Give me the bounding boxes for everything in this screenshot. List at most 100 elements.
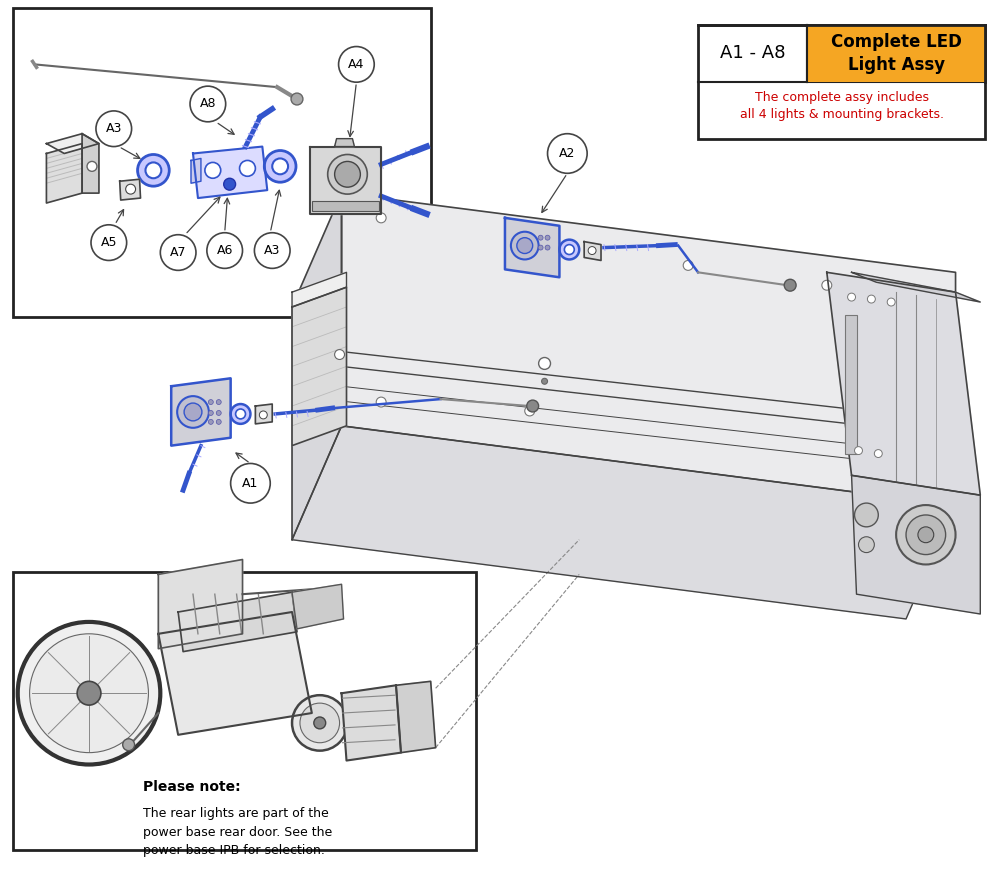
- Circle shape: [822, 281, 832, 290]
- Polygon shape: [396, 681, 436, 753]
- Polygon shape: [342, 193, 956, 505]
- Circle shape: [216, 420, 221, 424]
- Circle shape: [339, 47, 374, 83]
- Circle shape: [896, 505, 956, 565]
- Polygon shape: [852, 475, 980, 614]
- Circle shape: [545, 235, 550, 240]
- Polygon shape: [310, 147, 381, 214]
- Circle shape: [858, 537, 874, 553]
- Circle shape: [208, 400, 213, 405]
- Circle shape: [291, 93, 303, 105]
- Circle shape: [542, 378, 548, 384]
- Bar: [845, 315, 857, 454]
- Circle shape: [538, 235, 543, 240]
- Text: A5: A5: [101, 236, 117, 249]
- Circle shape: [264, 150, 296, 182]
- Text: The complete assy includes
all 4 lights & mounting brackets.: The complete assy includes all 4 lights …: [740, 91, 944, 121]
- Circle shape: [867, 295, 875, 303]
- Circle shape: [77, 681, 101, 705]
- Circle shape: [314, 717, 326, 729]
- Circle shape: [126, 184, 136, 194]
- Circle shape: [335, 162, 360, 187]
- Bar: [312, 201, 379, 211]
- Polygon shape: [46, 134, 99, 154]
- Polygon shape: [158, 612, 312, 735]
- Circle shape: [855, 503, 878, 527]
- Circle shape: [588, 247, 596, 255]
- Circle shape: [87, 162, 97, 171]
- Circle shape: [123, 739, 135, 751]
- Text: The rear lights are part of the
power base rear door. See the
power base IPB for: The rear lights are part of the power ba…: [143, 807, 333, 857]
- Polygon shape: [827, 272, 980, 495]
- Circle shape: [91, 225, 127, 261]
- Polygon shape: [193, 147, 267, 198]
- Circle shape: [517, 238, 533, 254]
- Polygon shape: [342, 686, 401, 760]
- Circle shape: [525, 406, 535, 416]
- Circle shape: [906, 515, 946, 554]
- Polygon shape: [292, 272, 347, 307]
- Circle shape: [559, 240, 579, 260]
- Polygon shape: [120, 179, 141, 200]
- Polygon shape: [292, 584, 344, 629]
- Circle shape: [548, 134, 587, 173]
- Polygon shape: [171, 378, 231, 446]
- Bar: [807, 24, 985, 83]
- Polygon shape: [505, 218, 559, 277]
- Text: A1: A1: [242, 477, 259, 490]
- Polygon shape: [178, 592, 297, 652]
- Circle shape: [184, 403, 202, 421]
- Polygon shape: [292, 426, 956, 619]
- Circle shape: [376, 213, 386, 222]
- Circle shape: [216, 410, 221, 415]
- Circle shape: [538, 245, 543, 250]
- Circle shape: [511, 232, 539, 260]
- Polygon shape: [292, 287, 347, 446]
- Circle shape: [784, 279, 796, 291]
- Circle shape: [874, 449, 882, 457]
- Polygon shape: [46, 143, 82, 203]
- Polygon shape: [82, 134, 99, 193]
- Text: A3: A3: [106, 123, 122, 136]
- Circle shape: [207, 233, 243, 269]
- Circle shape: [292, 695, 347, 751]
- Circle shape: [216, 400, 221, 405]
- Circle shape: [240, 161, 255, 176]
- Polygon shape: [191, 158, 201, 183]
- Circle shape: [300, 703, 340, 743]
- Circle shape: [683, 261, 693, 270]
- Circle shape: [335, 349, 345, 360]
- Circle shape: [545, 245, 550, 250]
- Circle shape: [177, 396, 209, 428]
- Circle shape: [190, 86, 226, 122]
- Circle shape: [138, 155, 169, 186]
- Circle shape: [887, 298, 895, 306]
- Bar: [13, 573, 476, 850]
- Bar: [13, 8, 431, 317]
- Text: A6: A6: [217, 244, 233, 257]
- Circle shape: [145, 163, 161, 178]
- Text: A1 - A8: A1 - A8: [720, 44, 785, 63]
- Polygon shape: [584, 242, 601, 261]
- Circle shape: [564, 244, 574, 255]
- Circle shape: [236, 409, 245, 419]
- Polygon shape: [335, 139, 354, 147]
- Circle shape: [208, 420, 213, 424]
- Circle shape: [224, 178, 236, 190]
- Text: Complete LED
Light Assy: Complete LED Light Assy: [831, 33, 962, 74]
- Circle shape: [918, 527, 934, 542]
- Polygon shape: [852, 272, 980, 302]
- Circle shape: [231, 463, 270, 503]
- Circle shape: [18, 622, 160, 765]
- Circle shape: [527, 400, 539, 412]
- Circle shape: [259, 411, 267, 419]
- Text: A8: A8: [200, 97, 216, 110]
- Polygon shape: [292, 193, 342, 540]
- Text: A2: A2: [559, 147, 576, 160]
- Text: A3: A3: [264, 244, 280, 257]
- Circle shape: [272, 158, 288, 175]
- Circle shape: [160, 235, 196, 270]
- Circle shape: [328, 155, 367, 194]
- Text: A7: A7: [170, 246, 186, 259]
- Circle shape: [231, 404, 250, 424]
